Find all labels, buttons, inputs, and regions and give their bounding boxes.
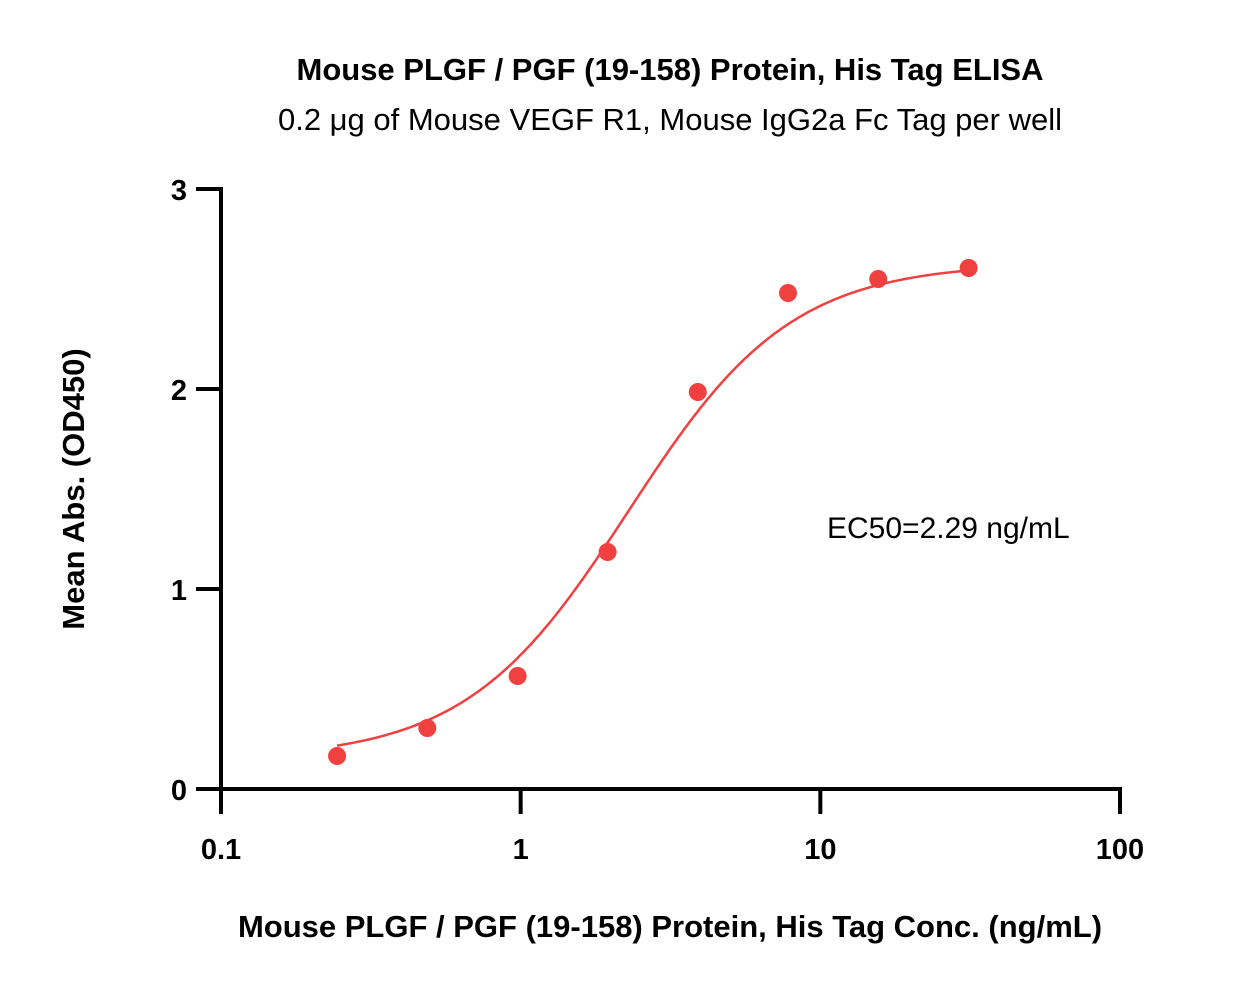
axes: 0 1 2 3 0.1 1 10 100 [171, 175, 1144, 866]
data-point [508, 667, 527, 685]
data-points [328, 259, 978, 765]
y-tick-label: 2 [171, 375, 187, 407]
x-tick-label: 0.1 [201, 834, 241, 866]
chart-title: Mouse PLGF / PGF (19-158) Protein, His T… [297, 52, 1044, 87]
y-tick-label: 0 [171, 775, 187, 807]
data-point [959, 259, 978, 277]
fit-curve-group [336, 269, 969, 747]
data-point [328, 747, 347, 765]
ec50-annotation: EC50=2.29 ng/mL [827, 512, 1070, 545]
data-point [778, 284, 797, 302]
data-point [688, 383, 707, 401]
data-point [598, 543, 617, 561]
y-tick-label: 1 [171, 575, 187, 607]
fit-curve [336, 269, 969, 747]
x-tick-label: 1 [513, 834, 529, 866]
data-point [418, 719, 437, 737]
y-axis-label: Mean Abs. (OD450) [56, 348, 91, 629]
x-axis-label: Mouse PLGF / PGF (19-158) Protein, His T… [238, 909, 1102, 944]
x-tick-label: 100 [1096, 834, 1144, 866]
x-tick-label: 10 [804, 834, 836, 866]
chart-subtitle: 0.2 μg of Mouse VEGF R1, Mouse IgG2a Fc … [278, 102, 1062, 137]
data-point [869, 270, 888, 288]
y-tick-label: 3 [171, 175, 187, 207]
